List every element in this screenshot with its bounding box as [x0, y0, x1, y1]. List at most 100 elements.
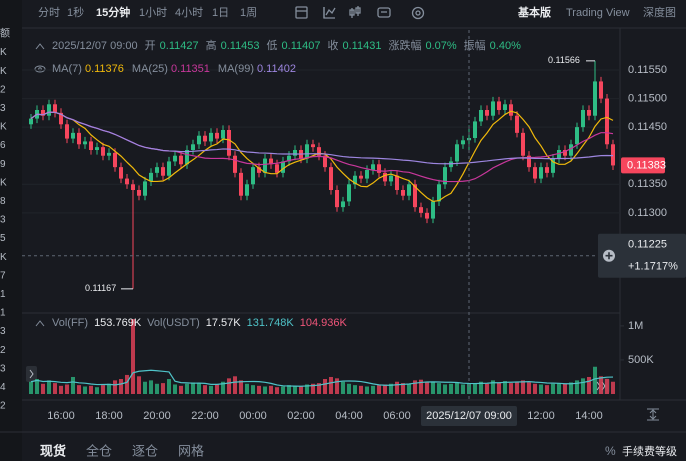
trade-tab[interactable]: 网格 [178, 443, 204, 458]
volume-bar [257, 385, 261, 394]
volume-bar [581, 378, 585, 394]
volume-bar [611, 381, 615, 394]
scroll-left-button[interactable] [26, 366, 37, 382]
ma-legend: MA(7) 0.11376 MA(25) 0.11351 MA(99) 0.11402 [52, 63, 296, 75]
trade-tab[interactable]: 现货 [40, 443, 66, 458]
left-edge-text: 2 [0, 84, 6, 95]
candle-body [29, 118, 33, 125]
trade-tab[interactable]: 全仓 [86, 443, 112, 458]
volume-bar [407, 383, 411, 394]
candle-body [263, 158, 267, 173]
volume-bar [395, 381, 399, 394]
high-label: 0.11566 [548, 55, 580, 65]
header-value: 0.11453 [221, 40, 260, 52]
candle-body [491, 101, 495, 116]
volume-legend-item: 153.769K [94, 317, 142, 329]
volume-bar [245, 383, 249, 394]
volume-bar [35, 379, 39, 394]
volume-legend-item: 131.748K [247, 317, 295, 329]
volume-bar [455, 382, 459, 394]
volume-bar [419, 379, 423, 394]
candle-body [275, 164, 279, 173]
view-tab[interactable]: 深度图 [643, 5, 676, 19]
interval-tab[interactable]: 4小时 [175, 6, 203, 19]
candle-body [125, 178, 129, 185]
interval-tab[interactable]: 1日 [212, 7, 229, 19]
volume-bar [329, 376, 333, 394]
candle-body [161, 167, 165, 176]
candle-body [341, 201, 345, 208]
candle-body [227, 130, 231, 156]
candle-body [119, 167, 123, 179]
candle-body [71, 132, 75, 139]
settings-icon[interactable] [411, 6, 425, 20]
candle-body [521, 132, 525, 156]
interval-tab[interactable]: 1周 [240, 6, 257, 19]
toolbar-icons[interactable] [295, 6, 425, 20]
candle-body [605, 98, 609, 145]
volume-bar [149, 380, 153, 394]
candle-body [425, 212, 429, 219]
candle-body [461, 140, 465, 145]
candle-body [335, 190, 339, 208]
header-label: 涨跌幅 [388, 38, 421, 52]
left-edge-text: 3 [0, 103, 6, 114]
reset-scale-icon[interactable] [647, 408, 659, 421]
left-edge-text: 4 [0, 382, 6, 393]
interval-tab[interactable]: 1小时 [139, 6, 167, 19]
candle-body [413, 184, 417, 208]
view-tab[interactable]: Trading View [566, 7, 630, 19]
volume-bar [215, 384, 219, 394]
volume-bar [365, 386, 369, 394]
volume-legend-item: Vol(FF) [52, 317, 88, 329]
trade-tab[interactable]: 逐仓 [132, 443, 158, 458]
volume-bar [41, 383, 45, 394]
header-label: 低 [267, 39, 278, 52]
interval-tab[interactable]: 15分钟 [96, 5, 130, 19]
candle-body [215, 132, 219, 139]
candle-body [419, 207, 423, 213]
layout-icon[interactable] [377, 7, 391, 18]
interval-tab[interactable]: 1秒 [67, 5, 84, 19]
volume-bar [533, 383, 537, 394]
x-tick-label: 22:00 [191, 410, 219, 422]
volume-bar [185, 383, 189, 394]
left-edge-text: 3 [0, 326, 6, 337]
candle-body [203, 135, 207, 142]
interval-tab[interactable]: 分时 [38, 6, 60, 19]
candle-body [257, 167, 261, 173]
volume-bar [89, 385, 93, 394]
collapse-icon[interactable] [35, 43, 45, 50]
crosshair-time-badge [421, 406, 517, 426]
volume-tick-label: 500K [628, 354, 654, 366]
volume-legend-item: 17.57K [206, 317, 242, 329]
volume-collapse-icon[interactable] [35, 320, 45, 327]
view-tab[interactable]: 基本版 [517, 5, 551, 19]
header-label: 收 [328, 38, 339, 52]
candle-body [311, 144, 315, 148]
volume-bar [221, 381, 225, 394]
ohlc-header: 2025/12/07 09:00 开 0.11427 高 0.11453 低 0.11407… [52, 38, 521, 52]
candle-body [155, 167, 159, 173]
candle-body [197, 135, 201, 145]
volume-bars [29, 319, 615, 394]
volume-bar [473, 383, 477, 394]
crosshair-price: 0.11225 [628, 239, 667, 251]
ma-line [30, 111, 614, 165]
candle-icon-body-2 [355, 7, 361, 14]
volume-bar [527, 382, 531, 394]
fee-level[interactable]: 手续费等级 [622, 444, 677, 458]
volume-bar [209, 385, 213, 394]
volume-bar [317, 383, 321, 394]
candle-body [437, 184, 441, 202]
left-edge-text: 9 [0, 159, 6, 170]
indicator-icon[interactable] [295, 6, 308, 19]
last-price: 0.11383 [627, 159, 666, 171]
ma-value: 0.11351 [171, 63, 210, 75]
candle-body [503, 104, 507, 110]
last-price-badge [621, 157, 665, 174]
volume-bar [491, 380, 495, 394]
draw-icon-line [325, 7, 336, 16]
left-edge-panel [0, 0, 22, 461]
volume-bar [575, 380, 579, 394]
